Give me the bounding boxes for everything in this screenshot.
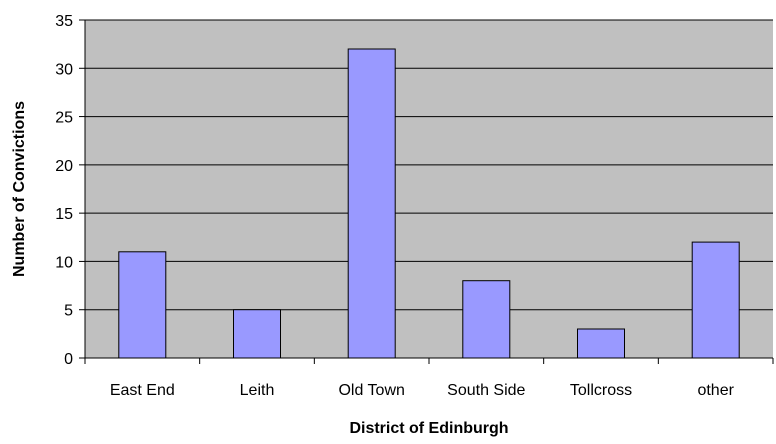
y-tick-label: 10 [55,254,73,271]
y-tick-label: 35 [55,13,73,30]
x-tick-label: East End [110,382,175,399]
y-tick-label: 25 [55,110,73,127]
x-tick-label: Leith [240,382,275,399]
plot-area [85,20,773,358]
x-tick-label: Old Town [338,382,404,399]
bar-leith [233,309,281,359]
y-tick-label: 20 [55,158,73,175]
bar-east-end [118,251,167,359]
bar-other [691,241,740,359]
x-tick-label: Tollcross [570,382,632,399]
y-tick-label: 30 [55,61,73,78]
y-tick-label: 0 [64,351,73,368]
x-tick-label: South Side [447,382,525,399]
y-tick-label: 5 [64,303,73,320]
x-axis-title: District of Edinburgh [349,420,508,437]
x-tick-label: other [697,382,734,399]
bar-tollcross [577,328,625,359]
y-axis-title: Number of Convictions [11,101,28,277]
y-tick-label: 15 [55,206,73,223]
bar-south-side [462,280,511,359]
bar-old-town [347,48,396,359]
